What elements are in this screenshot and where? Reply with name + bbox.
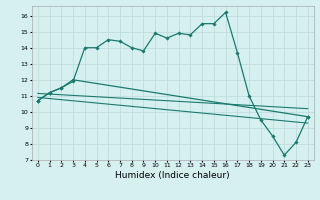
- X-axis label: Humidex (Indice chaleur): Humidex (Indice chaleur): [116, 171, 230, 180]
